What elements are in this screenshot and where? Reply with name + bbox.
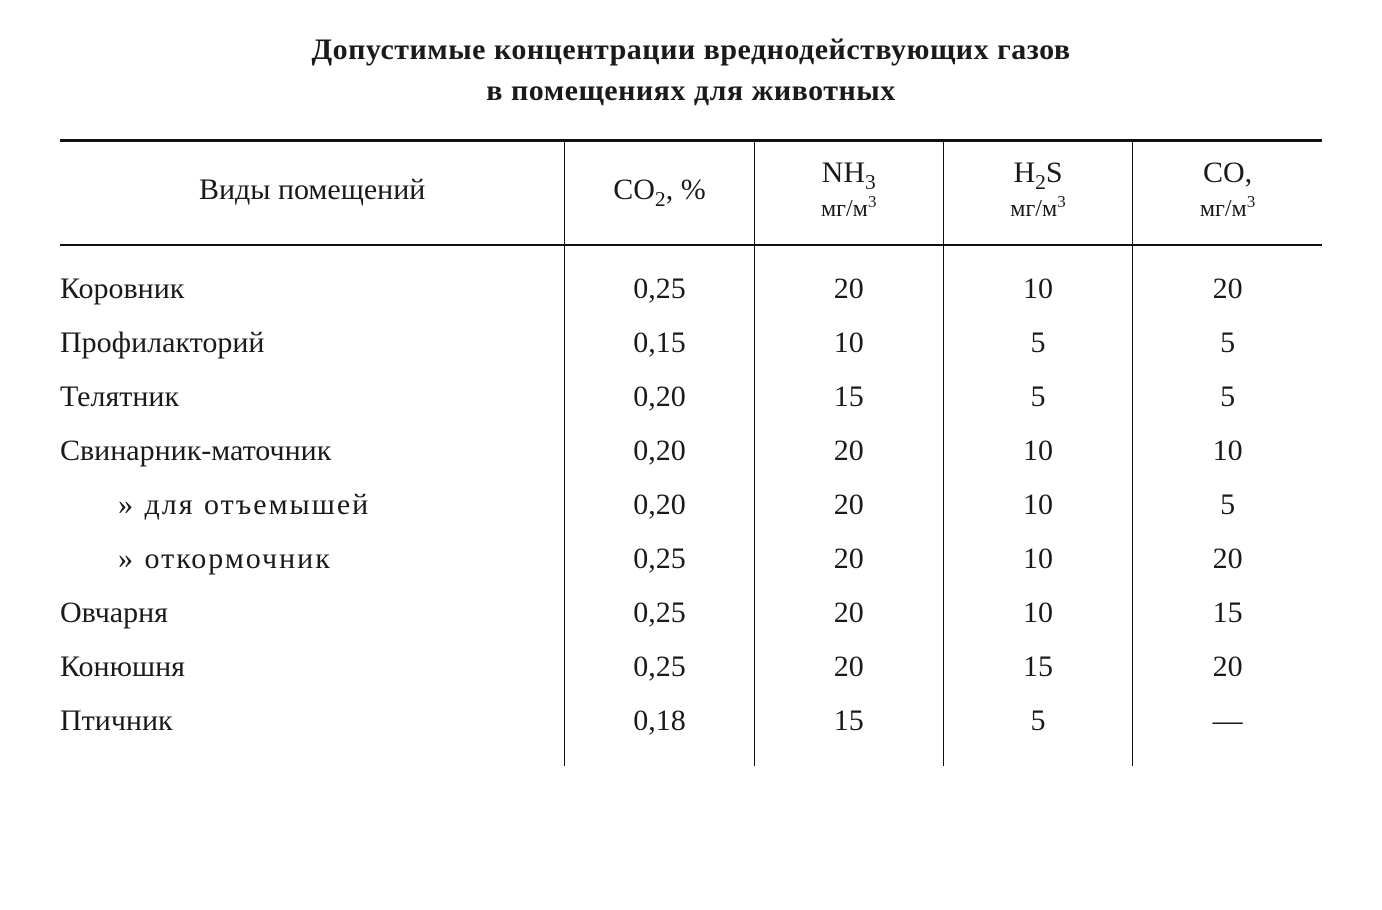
- cell-co2: 0,25: [565, 640, 754, 694]
- table-row: Коровник 0,25 20 10 20: [60, 245, 1322, 316]
- table-row: Телятник 0,20 15 5 5: [60, 370, 1322, 424]
- cell-h2s: 5: [943, 694, 1132, 766]
- cell-co: 5: [1133, 316, 1322, 370]
- table-row: » для отъемышей 0,20 20 10 5: [60, 478, 1322, 532]
- cell-co2: 0,25: [565, 532, 754, 586]
- cell-co: 10: [1133, 424, 1322, 478]
- cell-h2s: 5: [943, 370, 1132, 424]
- header-unit: мг/м3: [1200, 196, 1256, 222]
- room-type: » для отъемышей: [60, 478, 565, 532]
- room-type: Свинарник-маточник: [60, 424, 565, 478]
- cell-nh3: 20: [754, 532, 943, 586]
- room-type: » откормочник: [60, 532, 565, 586]
- cell-nh3: 20: [754, 424, 943, 478]
- table-title: Допустимые концентрации вреднодействующи…: [60, 30, 1322, 111]
- header-unit: мг/м3: [1010, 196, 1066, 222]
- column-header-co: CO, мг/м3: [1133, 141, 1322, 246]
- cell-co2: 0,18: [565, 694, 754, 766]
- cell-co2: 0,15: [565, 316, 754, 370]
- gas-limits-table: Виды помещений CO2, % NH3 мг/м3 H2S мг/м…: [60, 139, 1322, 766]
- room-type: Овчарня: [60, 586, 565, 640]
- column-header-h2s: H2S мг/м3: [943, 141, 1132, 246]
- column-header-nh3: NH3 мг/м3: [754, 141, 943, 246]
- cell-nh3: 20: [754, 245, 943, 316]
- cell-h2s: 10: [943, 245, 1132, 316]
- header-unit: мг/м3: [821, 196, 877, 222]
- cell-co: 20: [1133, 532, 1322, 586]
- title-line-2: в помещениях для животных: [486, 74, 895, 107]
- cell-co: 5: [1133, 478, 1322, 532]
- cell-h2s: 5: [943, 316, 1132, 370]
- cell-co: 15: [1133, 586, 1322, 640]
- cell-nh3: 20: [754, 478, 943, 532]
- table-row: Овчарня 0,25 20 10 15: [60, 586, 1322, 640]
- table-header-row: Виды помещений CO2, % NH3 мг/м3 H2S мг/м…: [60, 141, 1322, 246]
- room-type: Телятник: [60, 370, 565, 424]
- cell-co2: 0,25: [565, 586, 754, 640]
- cell-h2s: 10: [943, 478, 1132, 532]
- table-body: Коровник 0,25 20 10 20 Профилакторий 0,1…: [60, 245, 1322, 766]
- header-formula: CO2, %: [613, 173, 705, 206]
- header-formula: CO,: [1203, 156, 1252, 189]
- room-type: Конюшня: [60, 640, 565, 694]
- cell-co2: 0,20: [565, 424, 754, 478]
- room-type: Профилакторий: [60, 316, 565, 370]
- cell-co: 20: [1133, 245, 1322, 316]
- cell-nh3: 20: [754, 640, 943, 694]
- header-formula: H2S: [1013, 156, 1062, 189]
- cell-h2s: 10: [943, 532, 1132, 586]
- table-row: Профилакторий 0,15 10 5 5: [60, 316, 1322, 370]
- cell-nh3: 15: [754, 694, 943, 766]
- table-row: Свинарник-маточник 0,20 20 10 10: [60, 424, 1322, 478]
- room-type: Коровник: [60, 245, 565, 316]
- cell-h2s: 15: [943, 640, 1132, 694]
- cell-h2s: 10: [943, 424, 1132, 478]
- cell-co: 20: [1133, 640, 1322, 694]
- title-line-1: Допустимые концентрации вреднодействующи…: [311, 33, 1070, 66]
- cell-co2: 0,20: [565, 478, 754, 532]
- cell-co2: 0,20: [565, 370, 754, 424]
- cell-co: 5: [1133, 370, 1322, 424]
- header-formula: NH3: [822, 156, 876, 189]
- table-row: Конюшня 0,25 20 15 20: [60, 640, 1322, 694]
- cell-h2s: 10: [943, 586, 1132, 640]
- column-header-co2: CO2, %: [565, 141, 754, 246]
- column-header-room-type: Виды помещений: [60, 141, 565, 246]
- cell-nh3: 20: [754, 586, 943, 640]
- page: Допустимые концентрации вреднодействующи…: [0, 0, 1382, 910]
- room-type: Птичник: [60, 694, 565, 766]
- table-row: » откормочник 0,25 20 10 20: [60, 532, 1322, 586]
- cell-nh3: 10: [754, 316, 943, 370]
- cell-co: —: [1133, 694, 1322, 766]
- table-row: Птичник 0,18 15 5 —: [60, 694, 1322, 766]
- cell-nh3: 15: [754, 370, 943, 424]
- cell-co2: 0,25: [565, 245, 754, 316]
